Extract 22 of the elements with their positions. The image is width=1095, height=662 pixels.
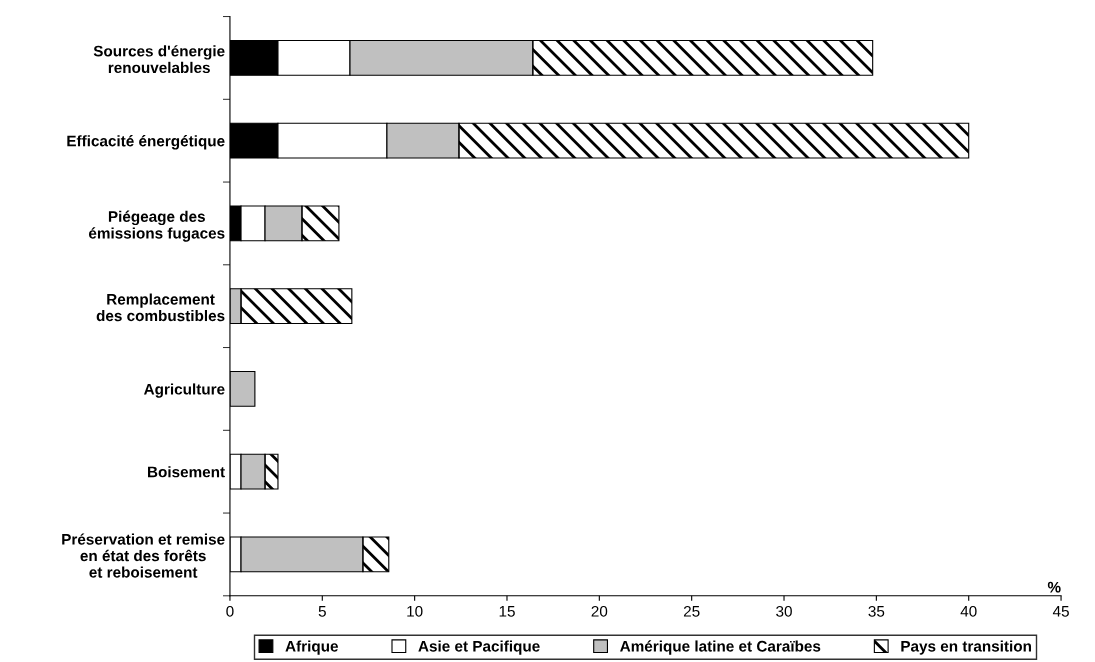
legend-label: Amérique latine et Caraïbes — [620, 640, 821, 655]
x-tick-label: 30 — [776, 605, 792, 617]
y-tick-label: Efficacité énergétique — [67, 135, 225, 150]
x-tick-label: 40 — [960, 605, 977, 617]
x-tick-label: 25 — [683, 605, 700, 617]
legend-label: Afrique — [285, 640, 339, 655]
x-tick-label: 45 — [1052, 606, 1069, 617]
y-tick-label: Préservation et remise en état des forêts et reboisement — [62, 533, 225, 578]
x-tick-label: 20 — [591, 605, 608, 617]
x-tick-label: 5 — [318, 606, 326, 617]
legend-label: Pays en transition — [901, 640, 1031, 655]
x-tick-label: 15 — [499, 606, 515, 617]
x-axis-title: % — [1047, 581, 1061, 593]
y-tick-label: Agriculture — [143, 383, 225, 398]
y-tick-label: Sources d'énergie renouvelables — [93, 45, 225, 74]
y-tick-label: Piégeage des émissions fugaces — [88, 210, 225, 242]
legend-label: Asie et Pacifique — [418, 640, 540, 655]
y-tick-label: Boisement — [148, 466, 225, 478]
y-tick-label: Remplacement des combustibles — [96, 293, 225, 322]
x-tick-label: 10 — [407, 605, 423, 617]
x-tick-label: 35 — [868, 605, 885, 617]
x-tick-label: 0 — [226, 605, 234, 617]
